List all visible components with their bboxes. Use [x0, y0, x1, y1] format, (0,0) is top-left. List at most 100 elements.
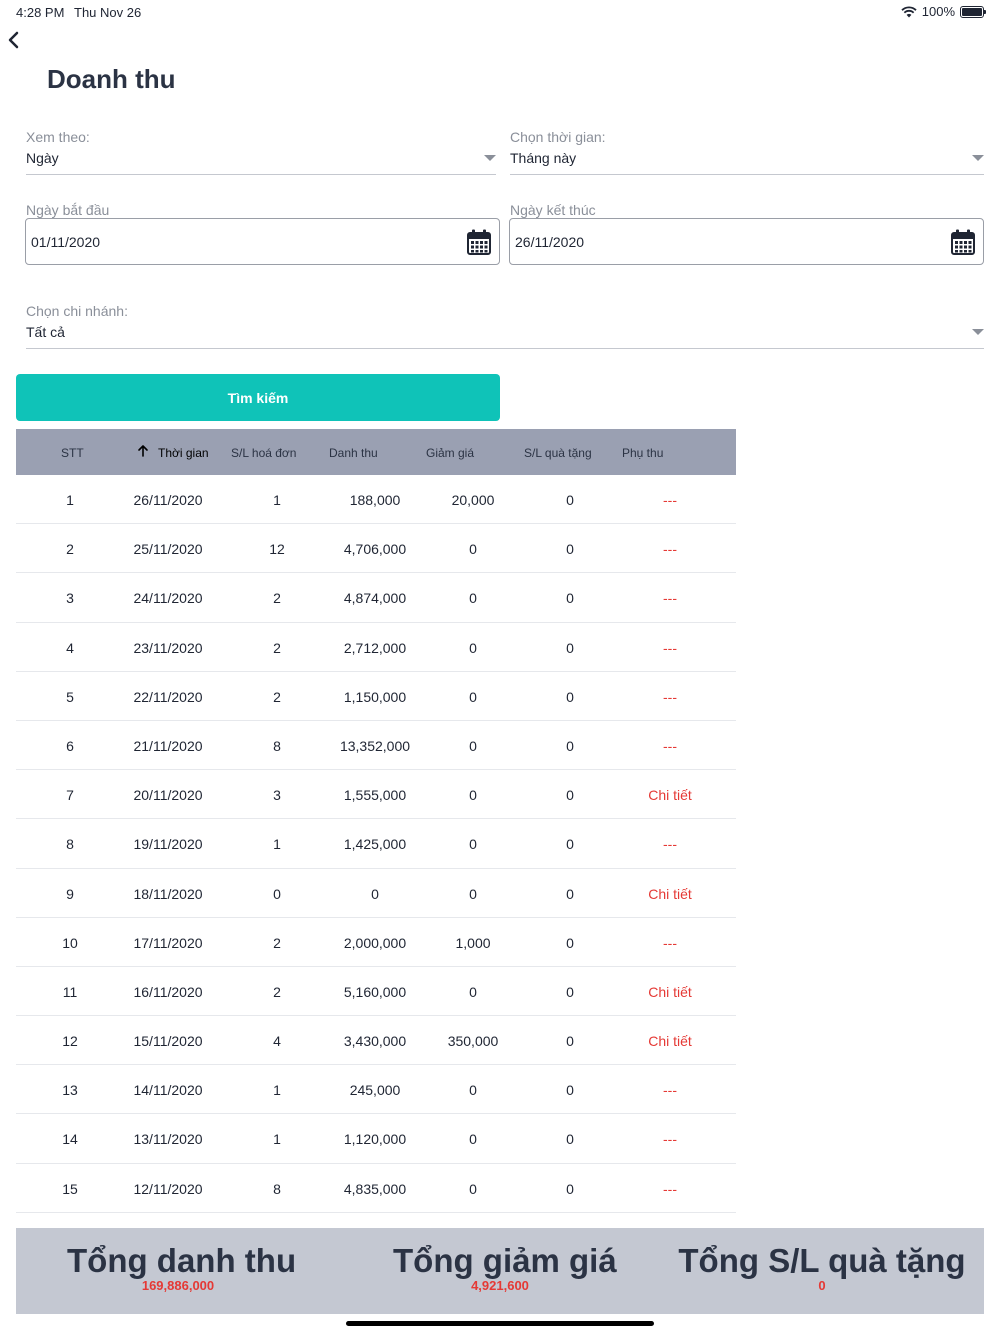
- cell-invoices: 1: [273, 1082, 281, 1099]
- cell-invoices: 1: [273, 836, 281, 853]
- surcharge-detail-link[interactable]: Chi tiết: [648, 1033, 692, 1050]
- cell-stt: 7: [66, 787, 74, 804]
- start-date-field[interactable]: 01/11/2020: [25, 218, 500, 265]
- cell-time: 22/11/2020: [133, 688, 203, 705]
- cell-invoices: 2: [273, 934, 281, 951]
- surcharge-detail-link[interactable]: Chi tiết: [648, 983, 692, 1000]
- cell-invoices: 1: [273, 1131, 281, 1148]
- table-row: 1 26/11/2020 1 188,000 20,000 0 ---: [16, 475, 736, 525]
- cell-gifts: 0: [566, 1033, 574, 1050]
- cell-revenue: 2,712,000: [343, 639, 407, 656]
- cell-time: 13/11/2020: [133, 1131, 203, 1148]
- cell-gifts: 0: [566, 590, 574, 607]
- table-row: 6 21/11/2020 8 13,352,000 0 0 ---: [16, 721, 736, 771]
- view-by-value: Ngày: [26, 150, 59, 166]
- calendar-icon[interactable]: [951, 229, 975, 255]
- cell-revenue: 5,160,000: [343, 983, 407, 1000]
- cell-discount: 0: [469, 1180, 477, 1197]
- header-revenue[interactable]: Danh thu: [329, 446, 378, 460]
- cell-revenue: 1,120,000: [343, 1131, 407, 1148]
- cell-discount: 0: [469, 885, 477, 902]
- cell-invoices: 8: [273, 1180, 281, 1197]
- cell-discount: 0: [469, 1131, 477, 1148]
- header-surcharge[interactable]: Phụ thu: [622, 446, 664, 460]
- header-invoices[interactable]: S/L hoá đơn: [231, 446, 297, 460]
- total-gifts-value: 0: [818, 1278, 826, 1293]
- cell-stt: 14: [62, 1131, 78, 1148]
- header-gifts[interactable]: S/L quà tặng: [524, 446, 592, 460]
- cell-stt: 11: [62, 983, 78, 1000]
- surcharge-detail-link[interactable]: Chi tiết: [648, 885, 692, 902]
- caret-down-icon: [972, 329, 984, 335]
- status-date: Thu Nov 26: [74, 5, 142, 20]
- cell-time: 20/11/2020: [133, 787, 203, 804]
- cell-time: 21/11/2020: [133, 737, 203, 754]
- cell-time: 26/11/2020: [133, 492, 203, 508]
- calendar-icon[interactable]: [467, 229, 491, 255]
- cell-revenue: 4,874,000: [343, 590, 407, 607]
- wifi-icon: [901, 5, 917, 17]
- cell-discount: 0: [469, 983, 477, 1000]
- battery-percent: 100%: [921, 4, 955, 19]
- total-revenue: Tổng danh thu 169,886,000: [67, 1242, 297, 1293]
- cell-revenue: 2,000,000: [343, 934, 407, 951]
- header-discount[interactable]: Giảm giá: [426, 446, 475, 460]
- cell-discount: 0: [469, 688, 477, 705]
- total-gifts-label: Tổng S/L quà tặng: [678, 1242, 966, 1279]
- total-revenue-value: 169,886,000: [141, 1278, 215, 1293]
- battery-icon: [960, 5, 986, 18]
- table-row: 5 22/11/2020 2 1,150,000 0 0 ---: [16, 672, 736, 721]
- cell-stt: 4: [66, 639, 74, 656]
- summary-bar: Tổng danh thu 169,886,000 Tổng giảm giá …: [16, 1228, 984, 1314]
- caret-down-icon: [972, 155, 984, 161]
- cell-revenue: 13,352,000: [339, 737, 411, 754]
- cell-discount: 0: [469, 787, 477, 804]
- period-dropdown[interactable]: Chọn thời gian: Tháng này: [510, 129, 984, 175]
- surcharge-empty: ---: [663, 492, 677, 508]
- cell-invoices: 1: [273, 492, 281, 508]
- table-body: 1 26/11/2020 1 188,000 20,000 0 --- 2 25/11/2020…: [16, 475, 736, 1213]
- cell-stt: 13: [62, 1082, 78, 1099]
- cell-stt: 1: [66, 492, 74, 508]
- end-date-label: Ngày kết thúc: [510, 202, 596, 218]
- branch-dropdown[interactable]: Chọn chi nhánh: Tất cả: [26, 303, 984, 349]
- table-row: 9 18/11/2020 0 0 0 0 Chi tiết: [16, 869, 736, 918]
- branch-value: Tất cả: [26, 324, 65, 340]
- cell-discount: 0: [469, 590, 477, 607]
- cell-revenue: 1,425,000: [343, 836, 407, 853]
- end-date-field[interactable]: 26/11/2020: [509, 218, 984, 265]
- cell-gifts: 0: [566, 737, 574, 754]
- back-chevron-icon[interactable]: [4, 30, 24, 50]
- surcharge-empty: ---: [663, 541, 677, 558]
- page-title: Doanh thu: [47, 64, 176, 94]
- start-date-value: 01/11/2020: [31, 234, 101, 250]
- header-time[interactable]: Thời gian: [158, 446, 209, 460]
- cell-time: 16/11/2020: [133, 983, 203, 1000]
- table-row: 12 15/11/2020 4 3,430,000 350,000 0 Chi tiết: [16, 1016, 736, 1066]
- cell-invoices: 4: [273, 1033, 281, 1050]
- cell-time: 14/11/2020: [133, 1082, 203, 1099]
- sort-up-arrow-icon[interactable]: [136, 444, 150, 458]
- cell-gifts: 0: [566, 983, 574, 1000]
- search-button[interactable]: Tìm kiếm: [16, 374, 500, 421]
- table-row: 14 13/11/2020 1 1,120,000 0 0 ---: [16, 1114, 736, 1164]
- cell-revenue: 4,835,000: [343, 1180, 407, 1197]
- cell-time: 24/11/2020: [133, 590, 203, 607]
- cell-time: 17/11/2020: [133, 934, 203, 951]
- cell-gifts: 0: [566, 688, 574, 705]
- period-label: Chọn thời gian:: [510, 129, 606, 145]
- view-by-dropdown[interactable]: Xem theo: Ngày: [26, 129, 496, 175]
- cell-invoices: 2: [273, 983, 281, 1000]
- period-value: Tháng này: [510, 150, 577, 166]
- header-stt[interactable]: STT: [61, 446, 84, 460]
- cell-stt: 10: [62, 934, 78, 951]
- table-row: 13 14/11/2020 1 245,000 0 0 ---: [16, 1065, 736, 1115]
- cell-revenue: 0: [371, 885, 379, 902]
- cell-stt: 2: [66, 541, 74, 558]
- total-discount-label: Tổng giảm giá: [393, 1242, 617, 1279]
- cell-discount: 0: [469, 639, 477, 656]
- table-header: STT Thời gian S/L hoá đơn Danh thu Giảm …: [16, 429, 736, 475]
- surcharge-empty: ---: [663, 590, 677, 607]
- surcharge-detail-link[interactable]: Chi tiết: [648, 787, 692, 804]
- total-revenue-label: Tổng danh thu: [67, 1242, 297, 1279]
